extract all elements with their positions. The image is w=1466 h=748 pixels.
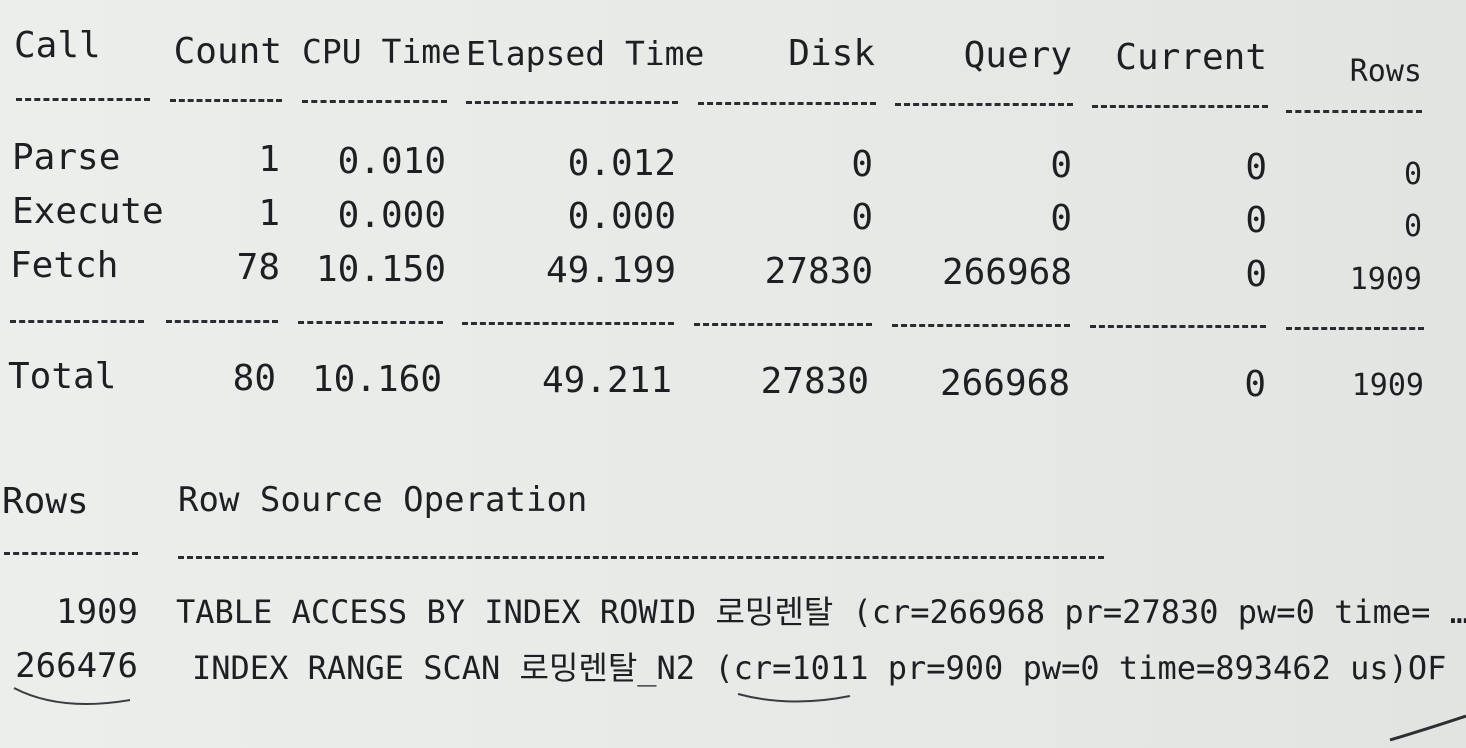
current-total: 0 (1244, 364, 1266, 405)
disk-value: 0 (851, 144, 873, 185)
query-value: 0 (1050, 198, 1072, 239)
row-source-header-operation: Row Source Operation (178, 480, 588, 520)
separator-dash (466, 101, 678, 104)
rows-value: 0 (1403, 157, 1422, 192)
rows-total: 1909 (1351, 368, 1424, 403)
separator-dash (4, 552, 138, 555)
elapsed-value: 0.012 (567, 143, 676, 184)
count-value: 1 (258, 193, 280, 234)
header-call: Call (14, 25, 101, 66)
separator-dash (166, 320, 278, 323)
query-value: 266968 (941, 252, 1072, 293)
separator-dash (694, 323, 872, 326)
separator-dash (1286, 110, 1422, 113)
current-value: 0 (1245, 147, 1267, 188)
separator-dash (698, 102, 876, 105)
separator-dash (302, 100, 447, 103)
separator-dash (895, 103, 1073, 106)
count-value: 78 (236, 247, 280, 288)
query-value: 0 (1050, 145, 1072, 186)
elapsed-total: 49.211 (541, 360, 672, 401)
cpu-value: 10.150 (315, 249, 446, 290)
separator-dash (16, 98, 150, 101)
row-source-header-rows: Rows (2, 481, 89, 522)
separator-dash (178, 556, 1104, 559)
cpu-value: 0.010 (337, 141, 446, 182)
elapsed-value: 0.000 (567, 196, 676, 237)
disk-value: 27830 (764, 251, 873, 292)
header-elapsed-time: Elapsed Time (466, 34, 705, 73)
cpu-total: 10.160 (311, 359, 442, 400)
separator-dash (892, 324, 1070, 327)
row-source-operation: INDEX RANGE SCAN 로밍렌탈_N2 (cr=1011 pr=900… (192, 649, 1466, 687)
row-source-rows-value: 266476 (15, 646, 138, 686)
header-query: Query (963, 35, 1072, 76)
call-label-fetch: Fetch (10, 245, 119, 286)
query-total: 266968 (939, 363, 1070, 404)
elapsed-value: 49.199 (545, 250, 676, 291)
header-count: Count (173, 31, 282, 72)
call-label-total: Total (8, 356, 117, 397)
separator-dash (1286, 327, 1424, 330)
separator-dash (1092, 105, 1268, 108)
header-rows: Rows (1349, 54, 1422, 89)
row-source-operation: TABLE ACCESS BY INDEX ROWID 로밍렌탈 (cr=266… (176, 593, 1466, 631)
separator-dash (462, 322, 674, 325)
header-disk: Disk (788, 33, 875, 74)
call-label-execute: Execute (12, 191, 164, 232)
disk-total: 27830 (760, 361, 869, 402)
separator-dash (10, 320, 144, 323)
current-value: 0 (1245, 200, 1267, 241)
separator-dash (170, 99, 282, 102)
header-cpu-time: CPU Time (302, 32, 461, 71)
rows-value: 0 (1403, 209, 1422, 244)
count-total: 80 (232, 358, 276, 399)
rows-value: 1909 (1349, 262, 1422, 297)
call-label-parse: Parse (12, 137, 121, 178)
disk-value: 0 (851, 197, 873, 238)
cpu-value: 0.000 (337, 195, 446, 236)
current-value: 0 (1245, 254, 1267, 295)
header-current: Current (1115, 37, 1267, 78)
separator-dash (1090, 325, 1266, 328)
count-value: 1 (258, 139, 280, 180)
separator-dash (298, 321, 443, 324)
row-source-rows-value: 1909 (56, 592, 138, 632)
